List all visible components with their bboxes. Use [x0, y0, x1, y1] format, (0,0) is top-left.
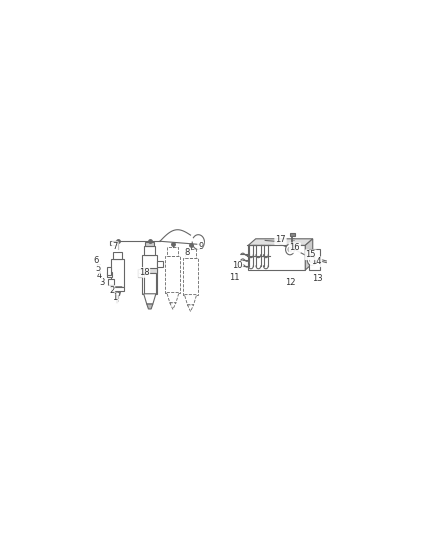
Polygon shape: [144, 294, 156, 304]
Circle shape: [288, 247, 292, 252]
Polygon shape: [170, 303, 176, 309]
Circle shape: [286, 244, 294, 255]
Text: 17: 17: [275, 235, 286, 244]
Bar: [167, 247, 178, 256]
Bar: [142, 268, 157, 273]
Text: 8: 8: [184, 248, 190, 257]
Bar: [144, 273, 156, 294]
Bar: [185, 249, 196, 257]
Text: 12: 12: [286, 278, 296, 287]
Bar: [145, 246, 155, 255]
Bar: [183, 257, 198, 295]
Polygon shape: [147, 304, 153, 309]
Text: 1: 1: [113, 293, 118, 302]
Polygon shape: [187, 305, 194, 311]
Bar: [166, 256, 180, 293]
Bar: [110, 241, 117, 245]
Bar: [107, 272, 112, 277]
Text: 3: 3: [99, 278, 105, 287]
Polygon shape: [184, 295, 197, 305]
Bar: [157, 261, 162, 267]
Bar: [142, 255, 157, 294]
Bar: [248, 245, 305, 270]
Bar: [138, 269, 142, 277]
Bar: [309, 249, 320, 270]
Bar: [115, 292, 119, 295]
Text: 2: 2: [109, 286, 114, 295]
Text: 9: 9: [198, 242, 203, 251]
Text: 14: 14: [311, 257, 321, 266]
Text: 16: 16: [290, 244, 300, 252]
Text: 4: 4: [97, 271, 102, 280]
Polygon shape: [248, 239, 313, 245]
Text: 5: 5: [95, 264, 101, 273]
Text: 18: 18: [139, 268, 149, 277]
Text: 10: 10: [232, 261, 243, 270]
Bar: [111, 287, 124, 291]
Bar: [107, 267, 111, 276]
Bar: [145, 243, 154, 246]
Bar: [290, 233, 295, 236]
Polygon shape: [167, 293, 179, 303]
Text: 13: 13: [312, 274, 323, 283]
Text: 15: 15: [305, 251, 316, 259]
Text: 6: 6: [94, 256, 99, 265]
Bar: [108, 279, 114, 285]
Bar: [111, 259, 124, 287]
Circle shape: [307, 255, 316, 265]
Text: 11: 11: [230, 273, 240, 282]
Polygon shape: [305, 239, 313, 270]
Circle shape: [310, 257, 314, 263]
Text: 7: 7: [113, 242, 118, 251]
Bar: [113, 252, 122, 259]
Polygon shape: [113, 287, 122, 295]
